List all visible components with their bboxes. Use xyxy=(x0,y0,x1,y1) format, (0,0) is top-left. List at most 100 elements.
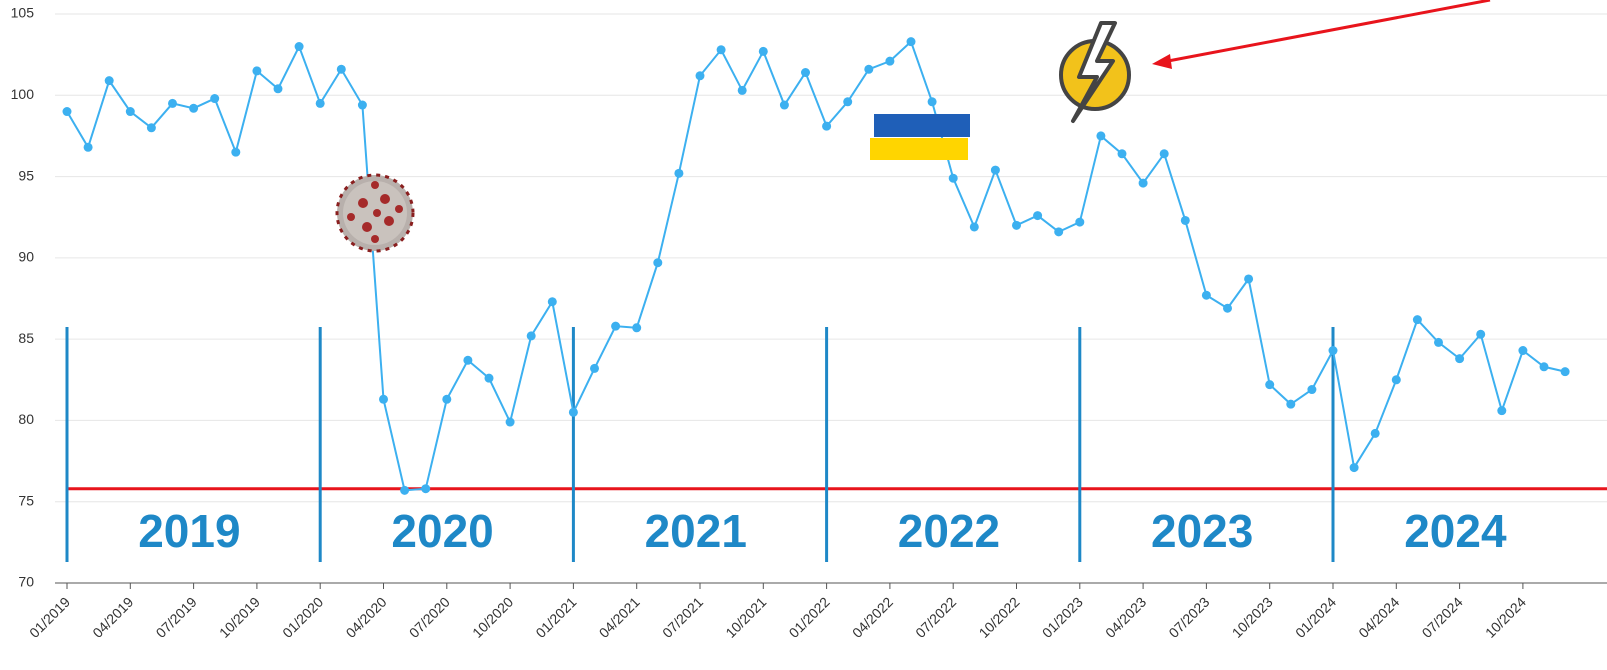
point xyxy=(696,71,705,80)
point xyxy=(231,148,240,157)
point xyxy=(147,123,156,132)
point xyxy=(991,166,1000,175)
point xyxy=(126,107,135,116)
year-label: 2019 xyxy=(138,505,240,557)
x-tick-label: 10/2022 xyxy=(976,594,1023,641)
year-label: 2021 xyxy=(645,505,747,557)
point xyxy=(949,174,958,183)
x-tick-label: 01/2023 xyxy=(1039,594,1086,641)
point xyxy=(759,47,768,56)
point xyxy=(1476,330,1485,339)
y-tick-label: 85 xyxy=(18,330,34,346)
point xyxy=(611,322,620,331)
point xyxy=(506,418,515,427)
point xyxy=(590,364,599,373)
point xyxy=(801,68,810,77)
point xyxy=(780,101,789,110)
x-tick-label: 04/2023 xyxy=(1102,594,1149,641)
point xyxy=(442,395,451,404)
y-tick-label: 80 xyxy=(18,411,34,427)
line xyxy=(67,42,1565,491)
x-tick-label: 01/2020 xyxy=(279,594,326,641)
point xyxy=(653,258,662,267)
point xyxy=(1244,274,1253,283)
point xyxy=(358,101,367,110)
year-label: 2020 xyxy=(391,505,493,557)
point xyxy=(928,97,937,106)
point xyxy=(1286,400,1295,409)
point xyxy=(843,97,852,106)
point xyxy=(1202,291,1211,300)
point xyxy=(379,395,388,404)
point xyxy=(569,408,578,417)
point xyxy=(1096,131,1105,140)
point xyxy=(527,331,536,340)
point xyxy=(1350,463,1359,472)
y-tick-label: 75 xyxy=(18,492,34,508)
x-tick-label: 01/2021 xyxy=(532,594,579,641)
x-tick-label: 10/2019 xyxy=(216,594,263,641)
energy-icon xyxy=(1061,23,1129,121)
point xyxy=(1223,304,1232,313)
arrow xyxy=(1152,0,1490,69)
x-tick-label: 07/2021 xyxy=(659,594,706,641)
point xyxy=(717,45,726,54)
x-tick-label: 01/2024 xyxy=(1292,594,1339,641)
point xyxy=(1540,362,1549,371)
point xyxy=(1075,218,1084,227)
point xyxy=(1561,367,1570,376)
point xyxy=(485,374,494,383)
point xyxy=(274,84,283,93)
point xyxy=(1033,211,1042,220)
point xyxy=(1497,406,1506,415)
x-tick-label: 10/2021 xyxy=(722,594,769,641)
x-tick-label: 10/2024 xyxy=(1482,594,1529,641)
point xyxy=(189,104,198,113)
point xyxy=(1392,375,1401,384)
point xyxy=(84,143,93,152)
x-tick-label: 04/2024 xyxy=(1355,594,1402,641)
point xyxy=(1118,149,1127,158)
x-tick-label: 01/2022 xyxy=(786,594,833,641)
point xyxy=(295,42,304,51)
x-tick-label: 04/2019 xyxy=(89,594,136,641)
point xyxy=(1181,216,1190,225)
y-tick-label: 70 xyxy=(18,574,34,590)
virus-icon xyxy=(337,175,413,251)
point xyxy=(822,122,831,131)
x-tick-label: 04/2021 xyxy=(596,594,643,641)
point xyxy=(1455,354,1464,363)
plot-foreground xyxy=(63,37,1570,495)
x-tick-label: 07/2022 xyxy=(912,594,959,641)
x-tick-label: 07/2024 xyxy=(1419,594,1466,641)
chart: 70758085909510010501/201904/201907/20191… xyxy=(0,0,1607,670)
point xyxy=(1329,346,1338,355)
point xyxy=(63,107,72,116)
point xyxy=(548,297,557,306)
point xyxy=(885,57,894,66)
point xyxy=(316,99,325,108)
x-tick-label: 10/2023 xyxy=(1229,594,1276,641)
point xyxy=(1371,429,1380,438)
point xyxy=(252,66,261,75)
point xyxy=(1265,380,1274,389)
point xyxy=(1160,149,1169,158)
y-tick-label: 105 xyxy=(11,5,35,21)
point xyxy=(674,169,683,178)
x-tick-label: 07/2023 xyxy=(1165,594,1212,641)
point xyxy=(400,486,409,495)
point xyxy=(210,94,219,103)
y-tick-label: 95 xyxy=(18,167,34,183)
y-tick-label: 90 xyxy=(18,249,34,265)
year-label: 2023 xyxy=(1151,505,1253,557)
point xyxy=(738,86,747,95)
x-tick-label: 01/2019 xyxy=(26,594,73,641)
point xyxy=(907,37,916,46)
point xyxy=(337,65,346,74)
point xyxy=(1054,227,1063,236)
point xyxy=(105,76,114,85)
x-tick-label: 10/2020 xyxy=(469,594,516,641)
point xyxy=(970,222,979,231)
point xyxy=(1012,221,1021,230)
point xyxy=(1518,346,1527,355)
